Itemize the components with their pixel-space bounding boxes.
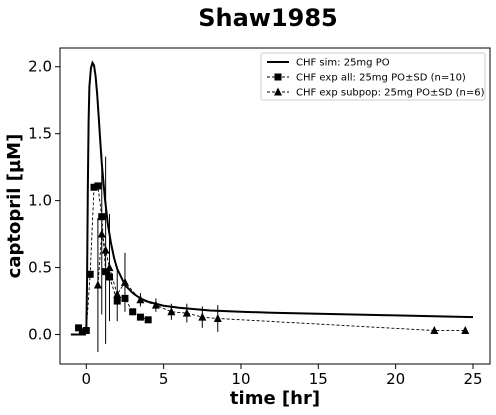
x-axis-label: time [hr]	[230, 388, 320, 409]
data-point	[213, 313, 222, 322]
y-tick-label: 2.0	[28, 58, 52, 76]
data-point	[82, 327, 90, 335]
data-point	[144, 316, 152, 324]
legend-marker	[274, 73, 282, 81]
x-tick-label: 5	[159, 370, 169, 388]
y-axis: 0.0 0.5 1.0 1.5 2.0	[28, 58, 60, 344]
y-tick-label: 0.5	[28, 259, 52, 277]
y-tick-label: 1.5	[28, 125, 52, 143]
chart-title: Shaw1985	[198, 4, 338, 32]
x-tick-label: 10	[231, 370, 250, 388]
data-point	[105, 263, 114, 272]
x-tick-label: 0	[82, 370, 92, 388]
data-point	[86, 270, 94, 278]
data-point	[129, 308, 137, 316]
data-point	[93, 280, 102, 289]
series-2	[93, 153, 470, 352]
legend-box	[260, 52, 486, 101]
data-point	[136, 313, 144, 321]
data-point	[97, 229, 106, 238]
plot-frame	[59, 47, 491, 365]
data-point	[182, 308, 191, 317]
x-tick-label: 15	[309, 370, 328, 388]
data-point	[167, 307, 176, 316]
data-point	[90, 183, 98, 191]
y-tick-label: 0.0	[28, 326, 52, 344]
y-axis-label: captopril [µM]	[4, 134, 25, 279]
legend-label: CHF exp subpop: 25mg PO±SD (n=6)	[296, 88, 485, 99]
data-point	[151, 300, 160, 309]
data-point	[430, 326, 439, 335]
data-point	[120, 277, 129, 286]
plot-area	[70, 60, 474, 352]
data-point	[198, 312, 207, 321]
x-tick-label: 20	[386, 370, 405, 388]
data-point	[78, 328, 86, 336]
legend-label: CHF sim: 25mg PO	[296, 58, 390, 69]
data-point	[461, 326, 470, 335]
legend-marker	[274, 87, 282, 96]
x-tick-label: 25	[463, 370, 482, 388]
series-0	[70, 60, 474, 336]
legend-label: CHF exp all: 25mg PO±SD (n=10)	[296, 73, 466, 84]
series-line	[70, 60, 474, 336]
data-point	[75, 324, 83, 332]
data-point	[94, 182, 102, 190]
legend: CHF sim: 25mg PO CHF exp all: 25mg PO±SD …	[260, 52, 486, 101]
y-tick-label: 1.0	[28, 192, 52, 210]
x-axis: 0 5 10 15 20 25	[82, 364, 483, 388]
data-point	[101, 245, 110, 254]
data-point	[136, 295, 145, 304]
data-point	[113, 289, 122, 298]
